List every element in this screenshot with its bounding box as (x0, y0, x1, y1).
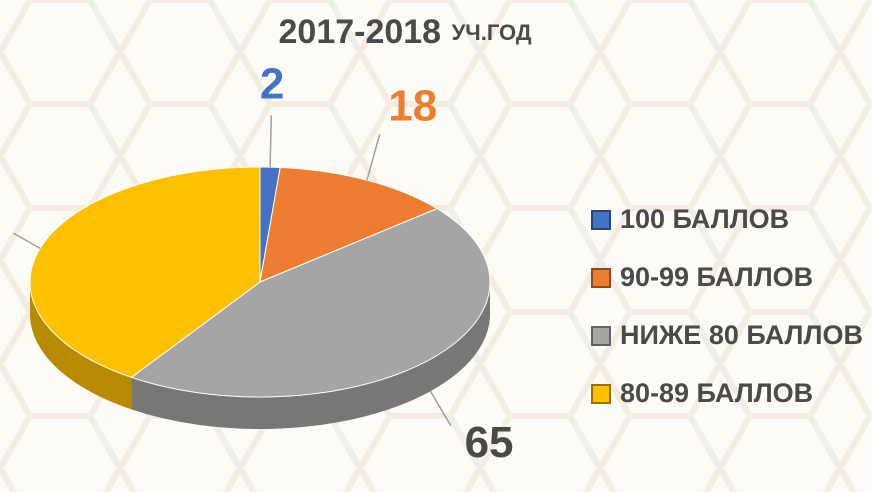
pie-slice (259, 166, 439, 283)
leader-line (366, 134, 381, 181)
leader-line (13, 232, 41, 250)
legend-swatch (591, 384, 611, 404)
data-label: 65 (465, 418, 514, 467)
pie-slice (29, 166, 261, 378)
legend-swatch (591, 210, 611, 230)
pie-side (30, 282, 132, 410)
legend-swatch (591, 268, 611, 288)
legend-swatch (591, 326, 611, 346)
data-label: 2 (260, 59, 284, 108)
chart-subtitle: УЧ.ГОД (452, 20, 532, 45)
legend-label: 90-99 БАЛЛОВ (620, 262, 813, 292)
data-label: 18 (388, 82, 437, 131)
pie-slice (130, 208, 491, 398)
legend-label: 80-89 БАЛЛОВ (620, 378, 813, 408)
leader-line (269, 115, 273, 168)
legend-label: 100 БАЛЛОВ (620, 204, 789, 234)
legend-label: НИЖЕ 80 БАЛЛОВ (620, 320, 863, 350)
pie-side (131, 282, 490, 429)
chart-title: 2017-2018 (279, 13, 442, 51)
leader-line (429, 390, 452, 427)
chart-title-group: 2017-2018 УЧ.ГОД (279, 13, 532, 51)
